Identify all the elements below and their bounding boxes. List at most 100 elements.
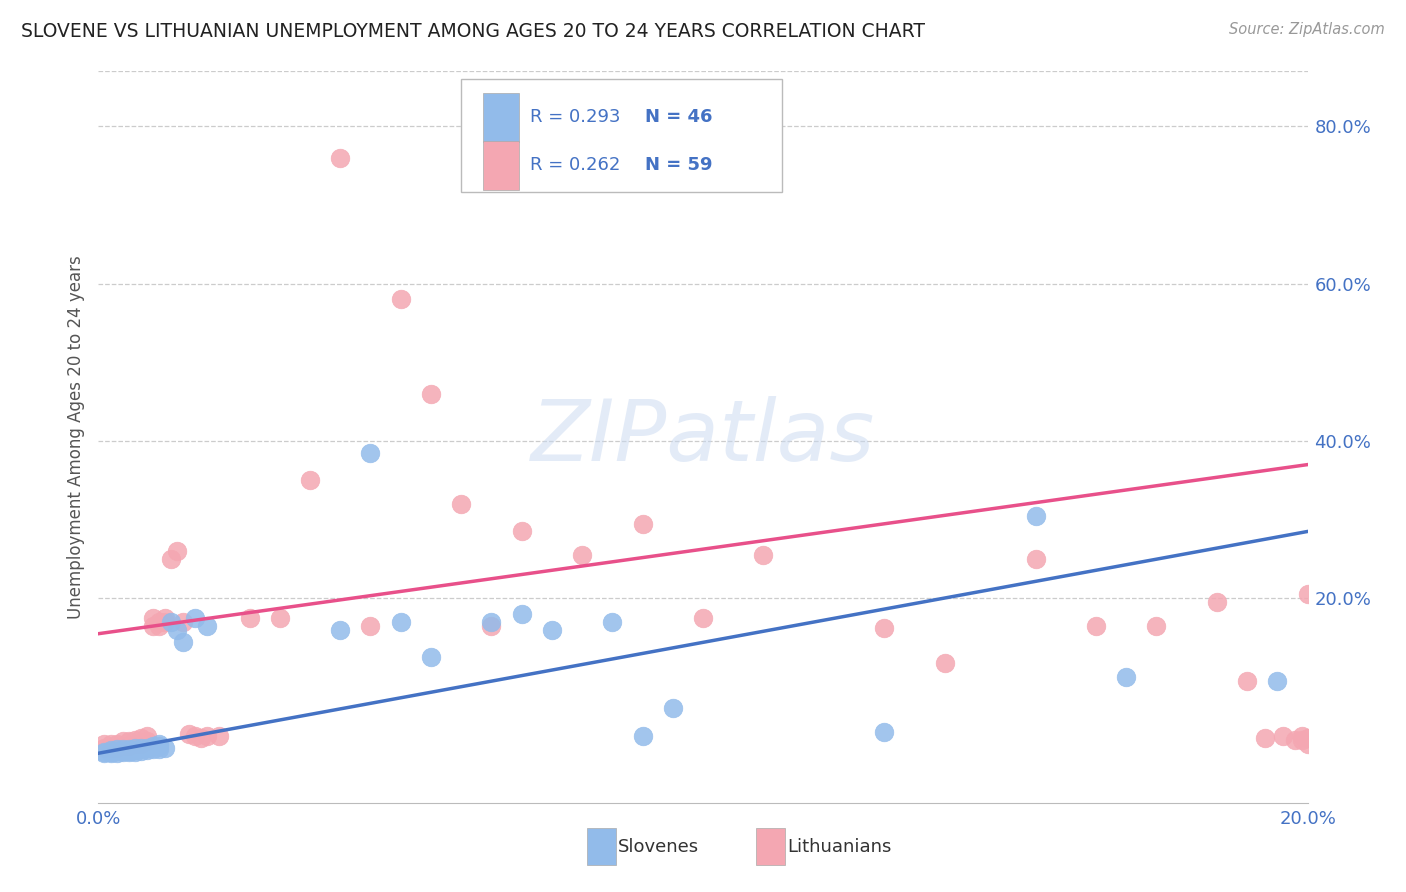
Point: [166, 544, 188, 558]
Text: Lithuanians: Lithuanians: [787, 838, 891, 855]
Point: [1291, 729, 1313, 743]
Point: [1272, 729, 1295, 743]
Point: [124, 737, 146, 751]
Point: [602, 615, 624, 629]
Point: [1254, 731, 1277, 746]
Point: [93, 740, 115, 755]
Point: [100, 740, 122, 755]
Point: [124, 732, 146, 747]
FancyBboxPatch shape: [586, 829, 616, 865]
Point: [692, 611, 714, 625]
Point: [166, 623, 188, 637]
Text: Source: ZipAtlas.com: Source: ZipAtlas.com: [1229, 22, 1385, 37]
Point: [160, 615, 183, 629]
Point: [873, 621, 896, 635]
Point: [873, 725, 896, 739]
Point: [752, 548, 775, 562]
Point: [135, 740, 157, 755]
Y-axis label: Unemployment Among Ages 20 to 24 years: Unemployment Among Ages 20 to 24 years: [66, 255, 84, 619]
Point: [1267, 673, 1289, 688]
Point: [135, 734, 157, 748]
Point: [153, 611, 176, 625]
Point: [420, 650, 443, 665]
Point: [135, 743, 157, 757]
Point: [195, 729, 218, 743]
FancyBboxPatch shape: [482, 141, 519, 190]
Point: [129, 731, 152, 746]
Point: [105, 742, 128, 756]
Point: [93, 746, 115, 760]
Point: [100, 746, 122, 760]
Point: [118, 746, 141, 760]
Point: [179, 726, 201, 740]
Point: [148, 742, 170, 756]
Point: [118, 744, 141, 758]
Point: [172, 615, 194, 629]
Point: [153, 615, 176, 629]
Point: [450, 497, 472, 511]
Point: [1236, 673, 1258, 688]
Point: [329, 151, 352, 165]
Point: [1291, 732, 1313, 747]
Text: R = 0.262: R = 0.262: [530, 156, 620, 174]
Point: [111, 746, 134, 760]
Point: [1206, 595, 1229, 609]
Text: N = 59: N = 59: [645, 156, 713, 174]
FancyBboxPatch shape: [461, 78, 782, 192]
Point: [148, 615, 170, 629]
Point: [1296, 587, 1319, 601]
FancyBboxPatch shape: [482, 93, 519, 142]
Point: [1296, 737, 1319, 751]
Point: [118, 742, 141, 756]
Point: [190, 731, 212, 746]
Point: [1284, 732, 1306, 747]
Point: [148, 619, 170, 633]
Point: [160, 552, 183, 566]
Point: [299, 473, 322, 487]
Point: [389, 293, 412, 307]
Point: [661, 701, 683, 715]
Point: [195, 619, 218, 633]
Point: [105, 737, 128, 751]
Point: [184, 611, 207, 625]
Point: [148, 737, 170, 751]
Point: [389, 615, 412, 629]
Text: SLOVENE VS LITHUANIAN UNEMPLOYMENT AMONG AGES 20 TO 24 YEARS CORRELATION CHART: SLOVENE VS LITHUANIAN UNEMPLOYMENT AMONG…: [21, 22, 925, 41]
Point: [420, 387, 443, 401]
Point: [481, 619, 503, 633]
Point: [124, 740, 146, 755]
Point: [105, 746, 128, 760]
Point: [100, 743, 122, 757]
Point: [142, 742, 165, 756]
Point: [510, 524, 533, 539]
FancyBboxPatch shape: [756, 829, 785, 865]
Point: [510, 607, 533, 621]
Point: [135, 729, 157, 743]
Point: [129, 740, 152, 755]
Point: [118, 739, 141, 754]
Point: [540, 623, 562, 637]
Point: [111, 742, 134, 756]
Point: [100, 737, 122, 751]
Point: [124, 743, 146, 757]
Point: [1024, 508, 1046, 523]
Point: [105, 740, 128, 755]
Point: [481, 615, 503, 629]
Point: [329, 623, 352, 637]
Point: [100, 745, 122, 759]
Point: [118, 734, 141, 748]
Point: [142, 619, 165, 633]
Text: ZIPatlas: ZIPatlas: [531, 395, 875, 479]
Point: [1115, 670, 1137, 684]
Point: [934, 656, 956, 670]
Text: R = 0.293: R = 0.293: [530, 108, 620, 127]
Point: [93, 745, 115, 759]
Point: [148, 739, 170, 754]
Point: [111, 734, 134, 748]
Point: [571, 548, 593, 562]
Point: [1085, 619, 1108, 633]
Point: [124, 745, 146, 759]
Point: [1144, 619, 1167, 633]
Point: [184, 729, 207, 743]
Point: [129, 744, 152, 758]
